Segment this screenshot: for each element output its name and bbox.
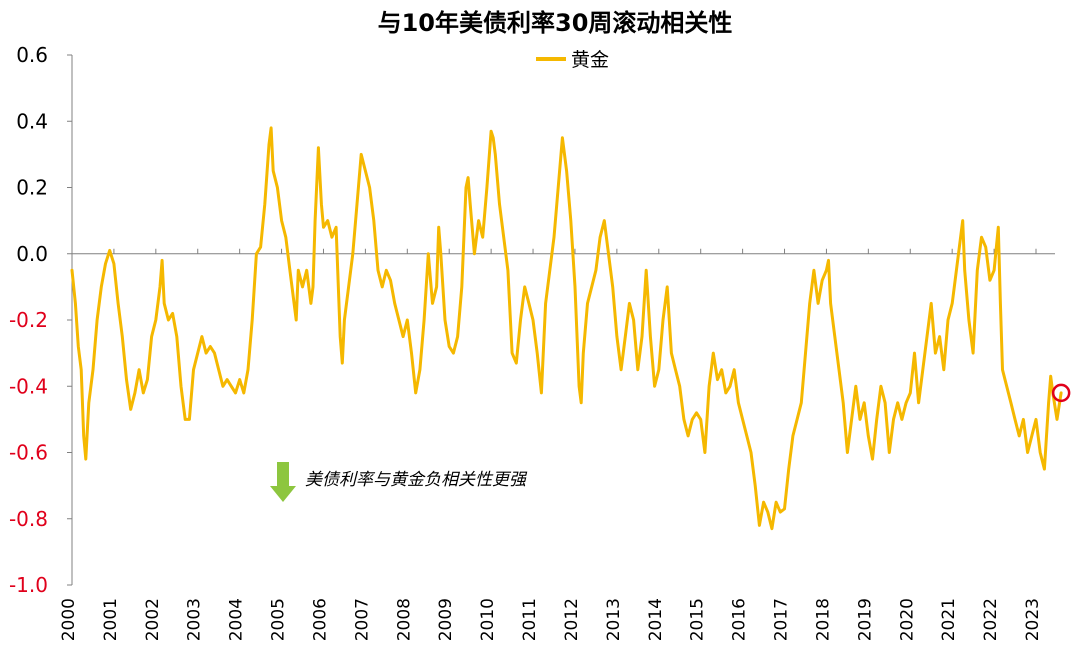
annotation-text: 美债利率与黄金负相关性更强 [305,470,528,490]
x-tick-label: 2000 [59,598,79,641]
y-tick-label: 0.2 [16,176,48,200]
series-layer [70,126,1071,531]
y-tick-label: -0.8 [9,507,48,531]
x-tick-label: 2021 [939,598,959,641]
x-tick-label: 2006 [310,598,330,641]
y-tick-label: 0.6 [16,43,48,67]
x-tick-label: 2022 [981,598,1001,641]
x-tick-label: 2004 [227,598,247,641]
y-tick-label: -1.0 [9,573,48,597]
y-tick-label: -0.4 [9,374,48,398]
x-tick-label: 2018 [813,598,833,641]
x-tick-label: 2003 [185,598,205,641]
x-tick-label: 2017 [772,598,792,641]
y-tick-label: -0.6 [9,441,48,465]
x-tick-label: 2020 [897,598,917,641]
chart-title: 与10年美债利率30周滚动相关性 [378,9,733,37]
y-tick-label: -0.2 [9,308,48,332]
x-tick-label: 2014 [646,598,666,641]
x-tick-label: 2013 [604,598,624,641]
x-tick-label: 2002 [143,598,163,641]
x-tick-label: 2019 [855,598,875,641]
legend-label: 黄金 [571,49,609,71]
x-tick-label: 2008 [394,598,414,641]
x-axis: 2000 2001 2002 2003 2004 2005 2006 2007 2008 2009… [59,248,1055,641]
x-tick-label: 2023 [1023,598,1043,641]
annotation: 美债利率与黄金负相关性更强 [270,462,528,502]
y-axis: 0.6 0.4 0.2 0.0 -0.2 -0.4 -0.6 -0.8 -1.0 [9,43,73,597]
x-tick-label: 2010 [478,598,498,641]
x-tick-label: 2009 [436,598,456,641]
x-tick-label: 2016 [730,598,750,641]
legend: 黄金 [536,49,609,71]
x-tick-label: 2001 [101,598,121,641]
x-tick-label: 2005 [269,598,289,641]
x-tick-label: 2011 [520,598,540,641]
series-line-gold [70,126,1063,531]
x-tick-label: 2007 [352,598,372,641]
y-tick-label: 0.0 [16,242,48,266]
x-tick-label: 2012 [562,598,582,641]
highlight-marker [1051,383,1071,403]
x-tick-label: 2015 [688,598,708,641]
y-tick-label: 0.4 [16,109,48,133]
down-arrow-icon [270,462,296,502]
